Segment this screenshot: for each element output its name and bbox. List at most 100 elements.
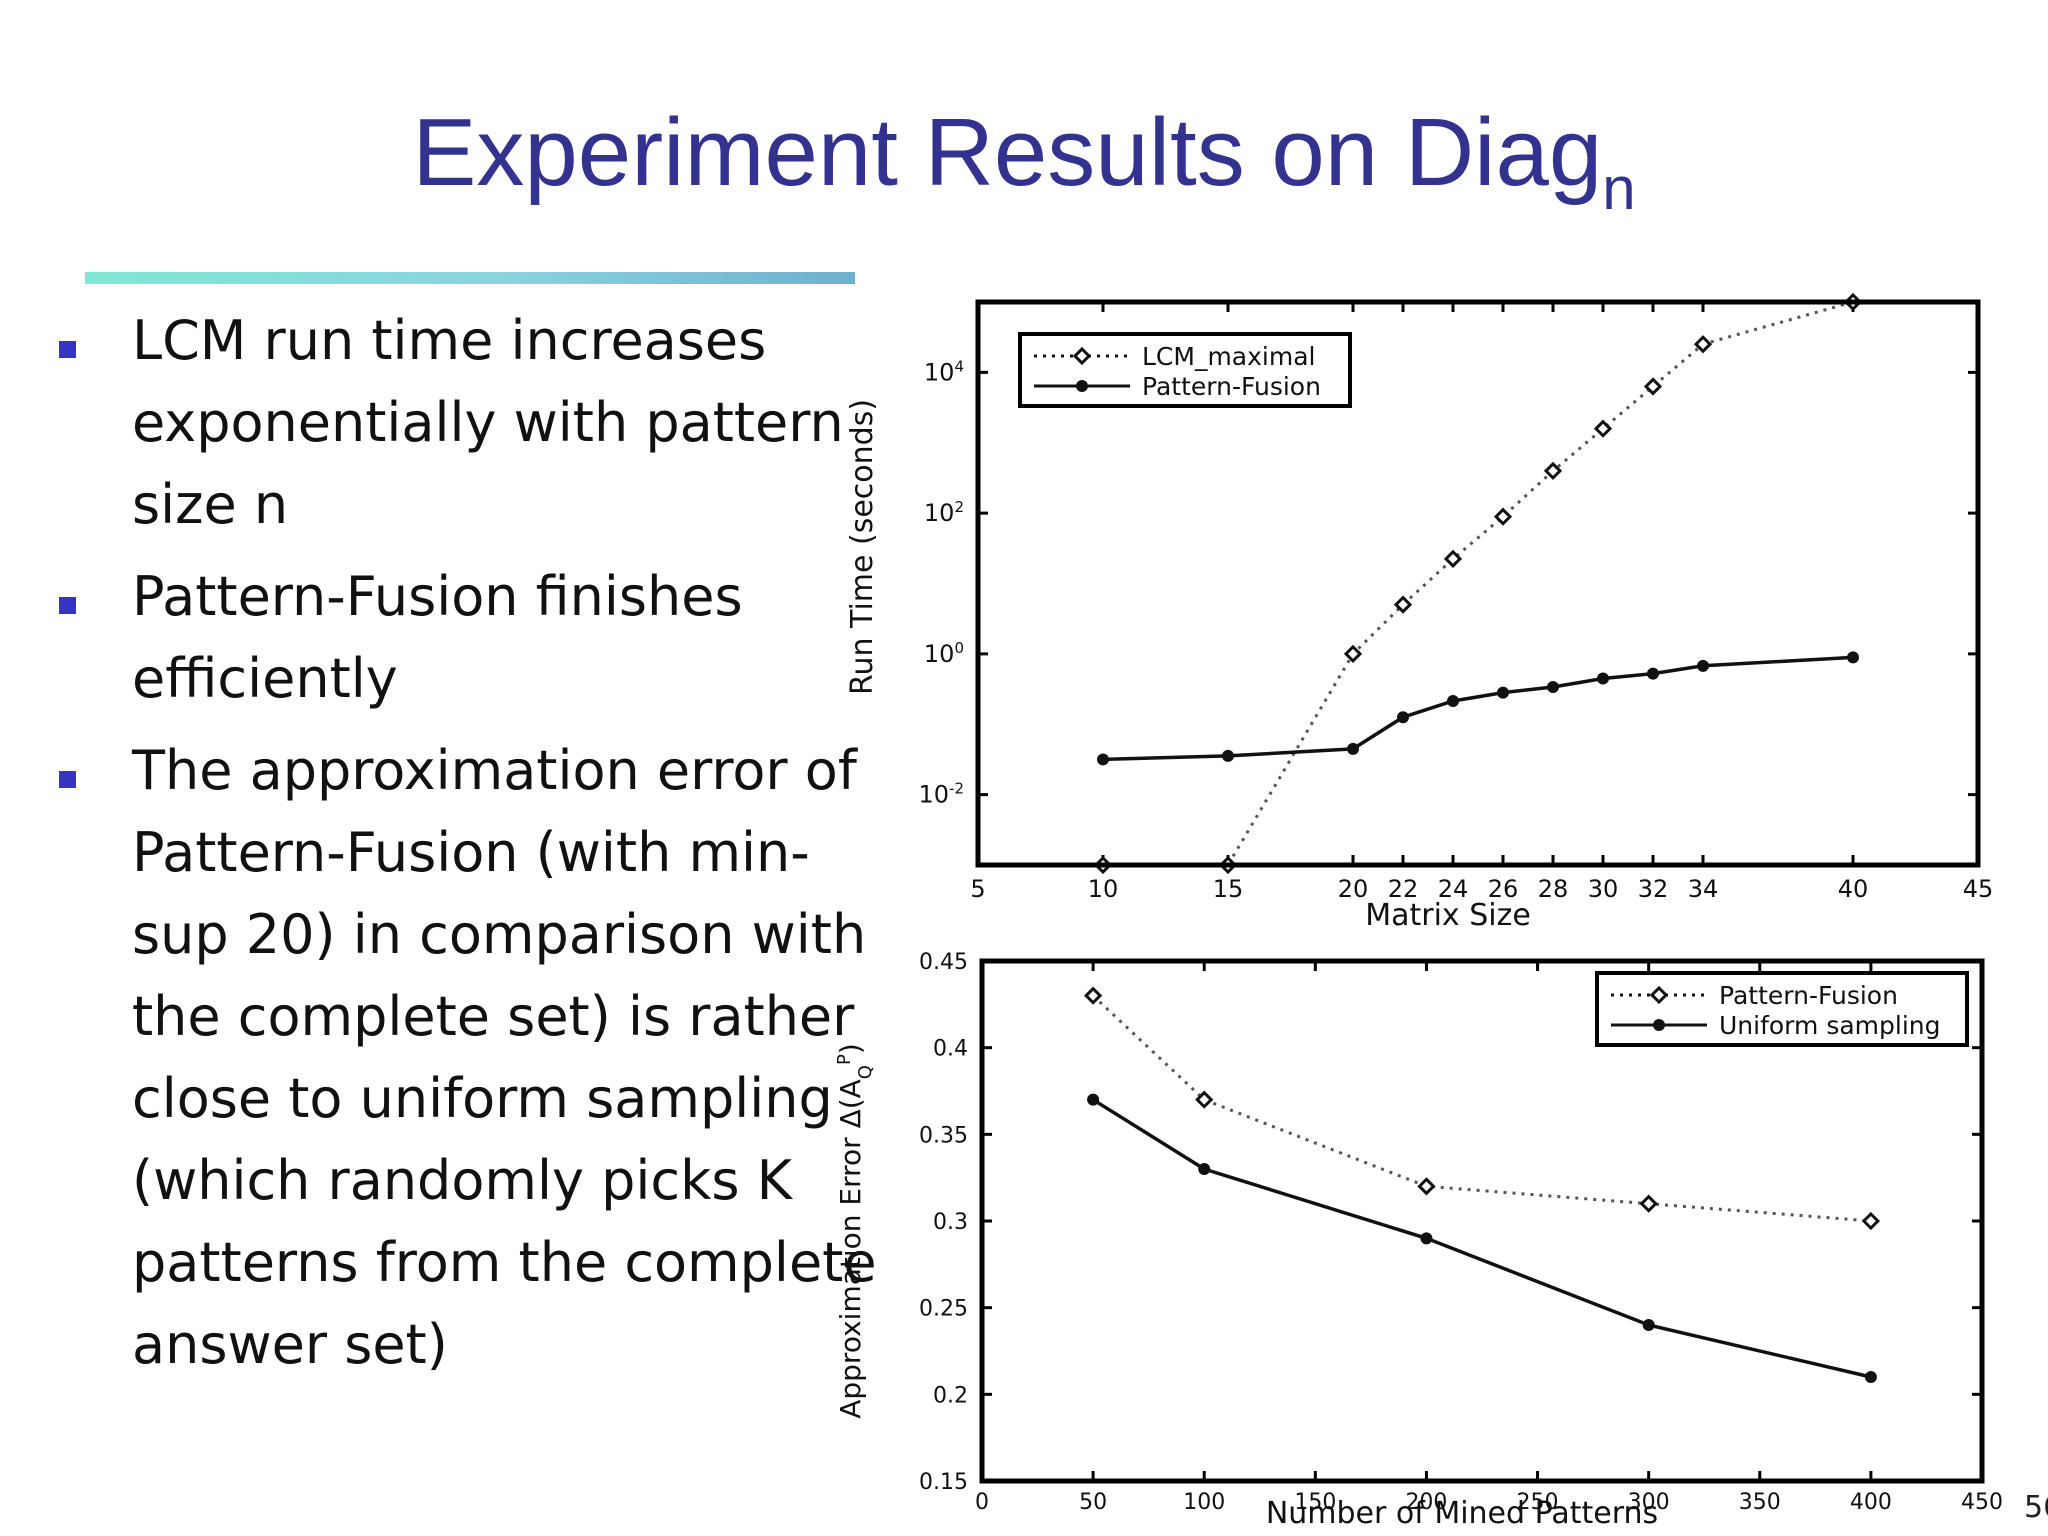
- x-tick-label: 10: [1088, 875, 1119, 903]
- runtime-legend-label: Pattern-Fusion: [1142, 372, 1321, 401]
- runtime-series-1-point: [1597, 672, 1609, 685]
- error-series-0-point: [1639, 1194, 1658, 1213]
- y-tick-label: 100: [924, 639, 964, 668]
- runtime-series-0-line: [1103, 300, 1854, 867]
- x-tick-label: 100: [1183, 1490, 1225, 1515]
- runtime-series-0-point: [1543, 461, 1563, 481]
- error-chart-ylabel-sub: Q: [855, 1065, 876, 1079]
- x-tick-label: 45: [1963, 875, 1994, 903]
- error-series-0-point: [1083, 986, 1103, 1005]
- x-tick-label: 28: [1538, 875, 1569, 903]
- error-chart-frame: [979, 958, 1985, 1484]
- bullet-square-icon: [59, 771, 76, 788]
- x-tick-label: 26: [1488, 875, 1519, 903]
- x-tick-label: 450: [1961, 1490, 2003, 1515]
- error-chart-series: [1083, 986, 1881, 1383]
- runtime-chart-series: [1093, 292, 1863, 875]
- runtime-legend-label: LCM_maximal: [1142, 342, 1316, 371]
- error-series-1-point: [1864, 1371, 1877, 1383]
- bullet-square-icon: [59, 597, 76, 614]
- x-tick-label: 34: [1688, 875, 1719, 903]
- runtime-series-1-line: [1102, 655, 1854, 762]
- runtime-series-1-point: [1222, 749, 1234, 762]
- error-legend-label: Uniform sampling: [1719, 1011, 1941, 1040]
- y-tick-label: 10-2: [918, 780, 964, 809]
- error-chart-ylabel-close: ): [834, 1043, 867, 1054]
- y-tick-label: 102: [924, 498, 964, 527]
- error-series-0-point: [1861, 1211, 1881, 1231]
- x-tick-label: 32: [1638, 875, 1669, 903]
- error-legend-swatch-marker: [1649, 985, 1669, 1005]
- bullet-square-icon: [59, 341, 76, 358]
- slide-title-subscript: n: [1602, 155, 1636, 222]
- error-series-1-point: [1642, 1319, 1655, 1331]
- y-tick-label: 0.2: [933, 1383, 968, 1408]
- runtime-chart-ticks: 5 10 15 20 22 24 26 28 30 32 34 40 45 10-2 100 102 104: [918, 302, 1993, 903]
- x-tick-label: 400: [1850, 1490, 1892, 1515]
- runtime-series-0-point: [1393, 595, 1413, 614]
- x-tick-label: 20: [1338, 875, 1369, 903]
- runtime-series-1-point: [1847, 651, 1859, 664]
- runtime-series-1-point: [1397, 711, 1409, 724]
- error-chart-ylabel: Approximation Error Δ(AQP): [834, 1043, 876, 1419]
- x-tick-label: 22: [1388, 875, 1419, 903]
- runtime-series-0-point: [1443, 549, 1463, 568]
- runtime-series-1-point: [1347, 742, 1359, 755]
- error-series-0-point: [1417, 1177, 1436, 1196]
- x-tick-label: 5: [970, 875, 985, 903]
- runtime-chart-ylabel: Run Time (seconds): [845, 399, 880, 695]
- y-tick-label: 104: [924, 357, 964, 386]
- bullet-text: The approximation error of Pattern-Fusio…: [132, 739, 877, 1376]
- bullet-text: Pattern-Fusion finishes efficiently: [132, 565, 743, 710]
- runtime-legend-box: [1018, 332, 1352, 408]
- runtime-series-1-point: [1497, 686, 1509, 699]
- y-tick-label: 0.35: [919, 1123, 968, 1148]
- page-number: 56: [2024, 1490, 2048, 1525]
- runtime-chart-xlabel: Matrix Size: [1365, 898, 1531, 933]
- slide-title-main: Experiment Results on Diag: [412, 99, 1603, 206]
- error-series-1-point: [1087, 1093, 1100, 1106]
- runtime-series-1-point: [1697, 659, 1709, 672]
- y-tick-label: 0.4: [933, 1037, 968, 1062]
- slide-title: Experiment Results on Diagn: [0, 105, 2048, 219]
- error-chart-ylabel-sup: P: [834, 1054, 855, 1065]
- runtime-legend-swatch-marker: [1076, 380, 1088, 392]
- runtime-series-0-point: [1343, 644, 1363, 663]
- y-tick-label: 0.15: [919, 1470, 968, 1495]
- x-tick-label: 300: [1628, 1490, 1670, 1515]
- bullet-item: Pattern-Fusion finishes efficiently: [55, 556, 885, 720]
- error-chart-ylabel-main: Approximation Error Δ(A: [834, 1079, 867, 1419]
- x-tick-label: 350: [1739, 1490, 1781, 1515]
- x-tick-label: 250: [1517, 1490, 1559, 1515]
- y-tick-label: 0.45: [919, 950, 968, 975]
- bullet-list: LCM run time increases exponentially wit…: [55, 300, 885, 1396]
- runtime-series-1-point: [1547, 680, 1559, 693]
- runtime-chart-frame: [975, 299, 1981, 868]
- x-tick-label: 150: [1294, 1490, 1336, 1515]
- y-tick-label: 0.25: [919, 1297, 968, 1322]
- error-legend-box: [1595, 971, 1969, 1047]
- error-series-1-point: [1420, 1232, 1433, 1245]
- runtime-series-1-point: [1447, 695, 1459, 708]
- x-tick-label: 0: [975, 1490, 989, 1515]
- x-tick-label: 30: [1588, 875, 1619, 903]
- error-series-0-point: [1195, 1090, 1214, 1109]
- runtime-series-1-point: [1097, 753, 1109, 766]
- error-chart-xlabel: Number of Mined Patterns: [1266, 1496, 1658, 1531]
- runtime-series-0-point: [1593, 419, 1613, 438]
- runtime-series-0-point: [1493, 507, 1513, 526]
- error-chart: 0 50 100 150 200 250 300 350 400 450 0.15 0.2 0.25 0.…: [834, 950, 2004, 1531]
- y-tick-label: 0.3: [933, 1210, 968, 1235]
- x-tick-label: 24: [1438, 875, 1469, 903]
- error-legend-swatch-marker: [1653, 1019, 1665, 1031]
- x-tick-label: 40: [1838, 875, 1869, 903]
- x-tick-label: 200: [1405, 1490, 1447, 1515]
- runtime-series-1-point: [1647, 667, 1659, 680]
- runtime-series-0-point: [1693, 335, 1713, 354]
- x-tick-label: 50: [1079, 1490, 1107, 1515]
- runtime-legend-swatch-marker: [1072, 346, 1092, 366]
- bullet-item: The approximation error of Pattern-Fusio…: [55, 730, 885, 1386]
- error-legend-label: Pattern-Fusion: [1719, 981, 1898, 1010]
